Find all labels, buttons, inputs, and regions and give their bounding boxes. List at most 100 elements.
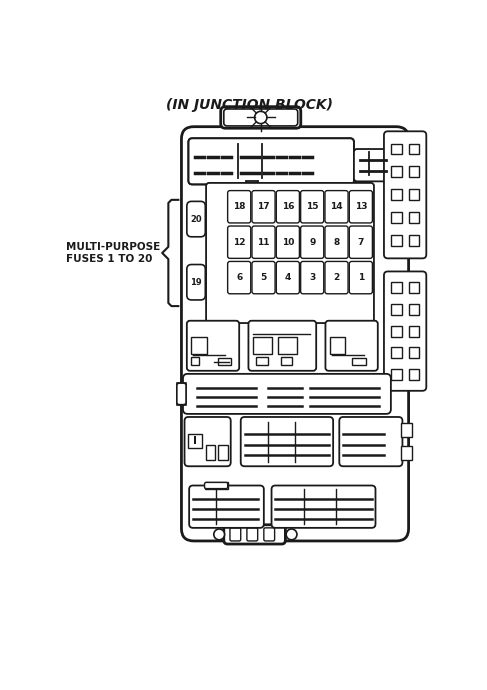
- Circle shape: [286, 529, 297, 540]
- Bar: [409, 235, 419, 246]
- Bar: [409, 369, 419, 380]
- FancyBboxPatch shape: [206, 183, 374, 323]
- Text: I: I: [193, 436, 197, 446]
- FancyBboxPatch shape: [224, 525, 285, 544]
- Bar: [191, 337, 207, 354]
- FancyBboxPatch shape: [183, 374, 391, 414]
- Text: 8: 8: [334, 237, 339, 247]
- FancyBboxPatch shape: [325, 321, 378, 371]
- Bar: [409, 213, 419, 223]
- Bar: [391, 282, 402, 293]
- Text: 15: 15: [306, 202, 318, 211]
- Text: 1: 1: [358, 273, 364, 282]
- Text: 7: 7: [357, 237, 364, 247]
- FancyBboxPatch shape: [325, 226, 348, 258]
- Bar: [409, 304, 419, 315]
- FancyBboxPatch shape: [248, 321, 316, 371]
- FancyBboxPatch shape: [349, 190, 373, 223]
- Bar: [391, 369, 402, 380]
- FancyBboxPatch shape: [182, 127, 409, 541]
- Text: 14: 14: [330, 202, 343, 211]
- FancyBboxPatch shape: [384, 271, 426, 391]
- FancyBboxPatch shape: [325, 190, 348, 223]
- FancyBboxPatch shape: [384, 131, 426, 258]
- Bar: [391, 326, 402, 337]
- Circle shape: [255, 111, 267, 124]
- FancyBboxPatch shape: [276, 262, 300, 294]
- Bar: [177, 383, 186, 404]
- FancyBboxPatch shape: [187, 201, 206, 237]
- FancyBboxPatch shape: [205, 482, 227, 489]
- Bar: [401, 446, 412, 460]
- Text: 18: 18: [233, 202, 245, 211]
- FancyBboxPatch shape: [252, 262, 275, 294]
- FancyBboxPatch shape: [227, 262, 251, 294]
- Bar: [191, 141, 352, 182]
- Text: 13: 13: [355, 202, 367, 211]
- Bar: [409, 282, 419, 293]
- Text: 11: 11: [257, 237, 270, 247]
- Bar: [391, 213, 402, 223]
- FancyBboxPatch shape: [241, 417, 333, 466]
- Text: MULTI-PURPOSE: MULTI-PURPOSE: [66, 241, 160, 252]
- Text: FUSES 1 TO 20: FUSES 1 TO 20: [66, 254, 152, 264]
- Bar: [253, 337, 272, 354]
- Text: 17: 17: [257, 202, 270, 211]
- Bar: [218, 444, 227, 460]
- FancyBboxPatch shape: [188, 138, 354, 184]
- Text: 5: 5: [261, 273, 267, 282]
- Bar: [353, 359, 366, 364]
- Text: (IN JUNCTION BLOCK): (IN JUNCTION BLOCK): [166, 98, 333, 112]
- Text: 3: 3: [309, 273, 315, 282]
- FancyBboxPatch shape: [252, 190, 275, 223]
- Bar: [409, 348, 419, 358]
- FancyBboxPatch shape: [247, 528, 258, 541]
- FancyBboxPatch shape: [354, 149, 393, 181]
- FancyBboxPatch shape: [300, 226, 324, 258]
- FancyBboxPatch shape: [187, 321, 239, 371]
- FancyBboxPatch shape: [187, 264, 206, 300]
- FancyBboxPatch shape: [349, 226, 373, 258]
- FancyBboxPatch shape: [300, 262, 324, 294]
- Bar: [218, 359, 231, 364]
- Bar: [256, 357, 268, 364]
- Text: 19: 19: [190, 278, 202, 287]
- Bar: [188, 434, 202, 448]
- Bar: [391, 348, 402, 358]
- FancyBboxPatch shape: [276, 226, 300, 258]
- Bar: [205, 482, 227, 489]
- Bar: [281, 357, 292, 364]
- FancyBboxPatch shape: [177, 383, 186, 404]
- FancyBboxPatch shape: [252, 226, 275, 258]
- Text: 16: 16: [281, 202, 294, 211]
- FancyBboxPatch shape: [339, 417, 402, 466]
- FancyBboxPatch shape: [325, 262, 348, 294]
- FancyBboxPatch shape: [224, 109, 298, 126]
- FancyBboxPatch shape: [227, 226, 251, 258]
- FancyBboxPatch shape: [221, 107, 301, 128]
- FancyBboxPatch shape: [230, 528, 241, 541]
- Bar: [391, 235, 402, 246]
- Bar: [409, 190, 419, 200]
- Text: 20: 20: [190, 215, 202, 224]
- Bar: [278, 337, 297, 354]
- Bar: [409, 166, 419, 177]
- FancyBboxPatch shape: [185, 417, 231, 466]
- Bar: [391, 144, 402, 155]
- Bar: [409, 326, 419, 337]
- FancyBboxPatch shape: [349, 262, 373, 294]
- Bar: [391, 190, 402, 200]
- Text: 9: 9: [309, 237, 316, 247]
- FancyBboxPatch shape: [276, 190, 300, 223]
- Bar: [246, 181, 259, 188]
- Bar: [191, 357, 199, 364]
- FancyBboxPatch shape: [264, 528, 275, 541]
- Circle shape: [214, 529, 225, 540]
- Text: 12: 12: [233, 237, 245, 247]
- FancyBboxPatch shape: [189, 486, 264, 528]
- Bar: [206, 444, 215, 460]
- Bar: [391, 166, 402, 177]
- Bar: [401, 423, 412, 437]
- Text: 10: 10: [281, 237, 294, 247]
- FancyBboxPatch shape: [300, 190, 324, 223]
